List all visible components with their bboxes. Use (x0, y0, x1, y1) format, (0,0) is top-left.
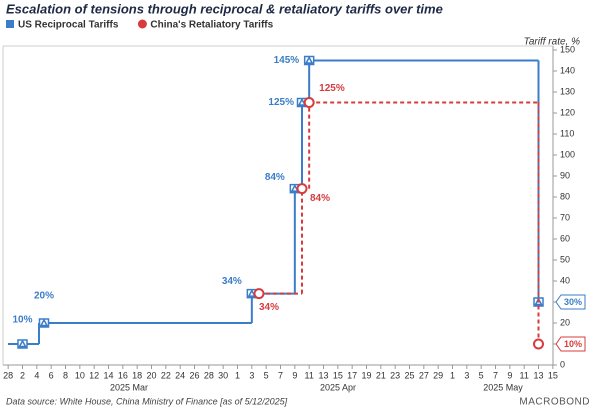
x-tick-label: 1 (450, 370, 455, 380)
x-tick-label: 10 (75, 370, 85, 380)
x-tick-label: 3 (249, 370, 254, 380)
y-tick-label: 50 (560, 254, 570, 264)
month-label: 2025 May (483, 382, 523, 392)
end-label-box (555, 336, 586, 352)
legend-swatch (6, 20, 14, 28)
y-tick-label: 20 (560, 317, 570, 327)
x-tick-label: 25 (404, 370, 414, 380)
x-tick-label: 13 (318, 370, 328, 380)
y-tick-label: 80 (560, 191, 570, 201)
x-tick-label: 23 (390, 370, 400, 380)
end-label: 10% (564, 339, 582, 349)
x-tick-label: 9 (292, 370, 297, 380)
value-label: 34% (259, 302, 279, 313)
marker (303, 55, 315, 66)
end-label-box (555, 294, 586, 310)
chart-title: Escalation of tensions through reciproca… (6, 1, 443, 16)
end-label: 30% (564, 297, 582, 307)
y-tick-label: 140 (560, 65, 575, 75)
y-tick-label: 110 (560, 128, 574, 138)
legend-label: China's Retaliatory Tariffs (150, 20, 273, 31)
legend-swatch (137, 19, 147, 29)
x-tick-label: 14 (103, 370, 113, 380)
x-tick-label: 11 (304, 370, 313, 380)
x-tick-label: 30 (218, 370, 228, 380)
x-tick-label: 8 (63, 370, 68, 380)
x-tick-label: 1 (235, 370, 240, 380)
marker (253, 288, 265, 300)
x-tick-label: 19 (361, 370, 371, 380)
x-tick-label: 5 (479, 370, 484, 380)
y-tick-label: 150 (560, 44, 575, 54)
x-tick-label: 3 (464, 370, 469, 380)
x-tick-label: 29 (433, 370, 443, 380)
y-axis-label: Tariff rate, % (524, 37, 580, 48)
x-tick-label: 27 (419, 370, 429, 380)
marker (296, 183, 308, 195)
x-tick-label: 13 (533, 370, 543, 380)
x-tick-label: 16 (118, 370, 128, 380)
x-tick-label: 7 (493, 370, 498, 380)
x-tick-label: 12 (89, 370, 99, 380)
x-tick-label: 6 (49, 370, 54, 380)
x-tick-label: 15 (333, 370, 343, 380)
x-tick-label: 28 (3, 370, 13, 380)
x-tick-label: 18 (132, 370, 142, 380)
y-tick-label: 70 (560, 212, 570, 222)
y-tick-label: 130 (560, 86, 575, 96)
value-label: 125% (319, 83, 345, 94)
legend-label: US Reciprocal Tariffs (18, 20, 119, 31)
month-label: 2025 Mar (110, 382, 148, 392)
y-tick-label: 40 (560, 275, 570, 285)
marker (533, 338, 544, 350)
x-tick-label: 24 (175, 370, 185, 380)
x-tick-label: 21 (376, 370, 386, 380)
x-tick-label: 20 (146, 370, 156, 380)
x-tick-label: 2 (20, 370, 25, 380)
value-label: 20% (34, 291, 54, 302)
x-tick-label: 17 (347, 370, 357, 380)
value-label: 84% (265, 172, 285, 183)
x-tick-label: 7 (278, 370, 283, 380)
y-tick-label: 90 (560, 170, 570, 180)
brand: MACROBOND (519, 397, 590, 408)
y-tick-label: 120 (560, 107, 575, 117)
x-tick-label: 4 (34, 370, 39, 380)
y-tick-label: 60 (560, 233, 570, 243)
source: Data source: White House, China Ministry… (6, 396, 288, 406)
y-tick-label: 0 (560, 359, 565, 369)
value-label: 10% (12, 315, 32, 326)
marker (303, 97, 315, 108)
x-tick-label: 26 (189, 370, 199, 380)
x-tick-label: 5 (264, 370, 269, 380)
marker (17, 339, 28, 349)
value-label: 84% (310, 193, 330, 204)
value-label: 145% (274, 55, 300, 66)
x-tick-label: 22 (161, 370, 171, 380)
x-tick-label: 9 (507, 370, 512, 380)
x-tick-label: 15 (548, 370, 558, 380)
month-label: 2025 Apr (320, 382, 356, 392)
value-label: 125% (268, 97, 294, 108)
x-tick-label: 28 (204, 370, 214, 380)
x-tick-label: 11 (519, 370, 528, 380)
value-label: 34% (222, 276, 242, 287)
marker (38, 318, 50, 328)
y-tick-label: 100 (560, 149, 575, 159)
